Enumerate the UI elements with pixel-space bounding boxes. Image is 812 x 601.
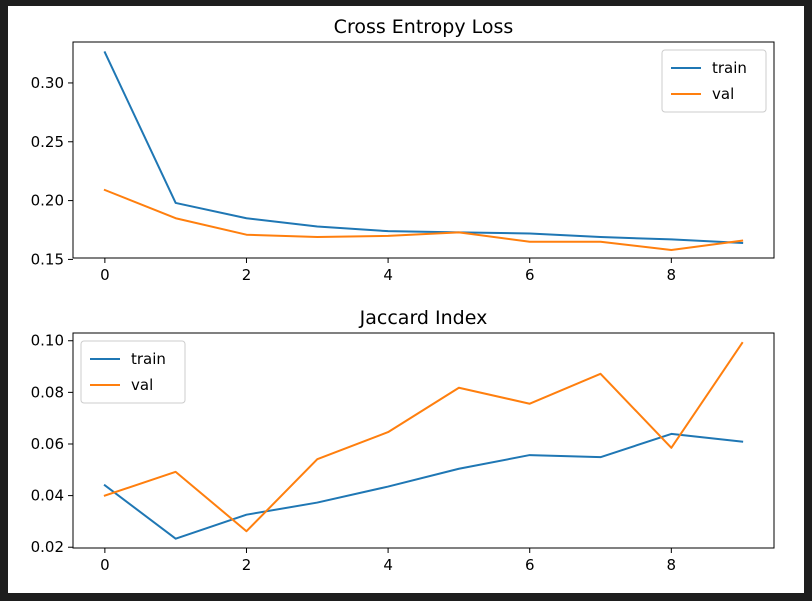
x-tick-label: 8 [667, 266, 677, 284]
y-tick-label: 0.20 [31, 192, 64, 210]
x-tick-label: 0 [100, 556, 110, 574]
legend-box [80, 340, 186, 404]
legend: train val [80, 340, 186, 404]
y-tick-label: 0.10 [31, 332, 64, 350]
series-line-val [103, 188, 744, 251]
figure: Cross Entropy Loss 0 2 4 6 8 0.15 0.20 0.25 0.30 t… [8, 6, 804, 593]
y-tick-label: 0.25 [31, 133, 64, 151]
legend-label-val: val [712, 85, 734, 103]
x-tick-label: 4 [383, 266, 393, 284]
legend-label-val: val [131, 376, 153, 394]
legend-box [661, 49, 767, 113]
series-line-train [103, 432, 744, 540]
charts-svg: Cross Entropy Loss 0 2 4 6 8 0.15 0.20 0.25 0.30 t… [31, 16, 775, 574]
y-tick-label: 0.04 [31, 487, 64, 505]
chart-title: Jaccard Index [359, 307, 488, 329]
legend-label-train: train [131, 350, 166, 368]
x-tick-label: 6 [525, 266, 535, 284]
axes-frame [72, 41, 775, 259]
y-tick-label: 0.02 [31, 538, 64, 556]
legend-label-train: train [712, 59, 747, 77]
series-line-val [103, 341, 744, 533]
subplot-2: Jaccard Index 0 2 4 6 8 0.02 0.04 0.06 0.08 0.10 tr… [31, 307, 775, 574]
subplot-1: Cross Entropy Loss 0 2 4 6 8 0.15 0.20 0.25 0.30 t… [31, 16, 775, 284]
x-tick-label: 2 [242, 556, 252, 574]
legend: train val [661, 49, 767, 113]
y-tick-label: 0.30 [31, 74, 64, 92]
y-tick-label: 0.06 [31, 435, 64, 453]
y-tick-label: 0.08 [31, 383, 64, 401]
x-tick-label: 0 [100, 266, 110, 284]
x-tick-label: 2 [242, 266, 252, 284]
y-tick-label: 0.15 [31, 250, 64, 268]
series-line-train [103, 51, 744, 244]
x-tick-label: 6 [525, 556, 535, 574]
axes-frame [72, 332, 775, 549]
x-tick-label: 4 [383, 556, 393, 574]
chart-title: Cross Entropy Loss [334, 16, 514, 38]
x-tick-label: 8 [667, 556, 677, 574]
